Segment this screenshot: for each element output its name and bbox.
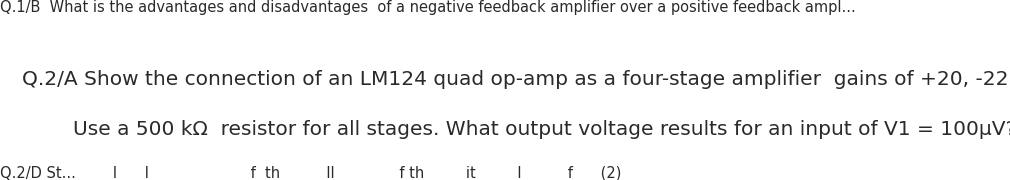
Text: Q.2/A Show the connection of an LM124 quad op-amp as a four-stage amplifier  gai: Q.2/A Show the connection of an LM124 qu… [22,70,1010,89]
Text: Q.2/D St...        l      l                      f  th          ll              : Q.2/D St... l l f th ll [0,165,621,180]
Text: Q.1/B  What is the advantages and disadvantages  of a negative feedback amplifie: Q.1/B What is the advantages and disadva… [0,0,855,15]
Text: Use a 500 kΩ  resistor for all stages. What output voltage results for an input : Use a 500 kΩ resistor for all stages. Wh… [73,120,1010,139]
